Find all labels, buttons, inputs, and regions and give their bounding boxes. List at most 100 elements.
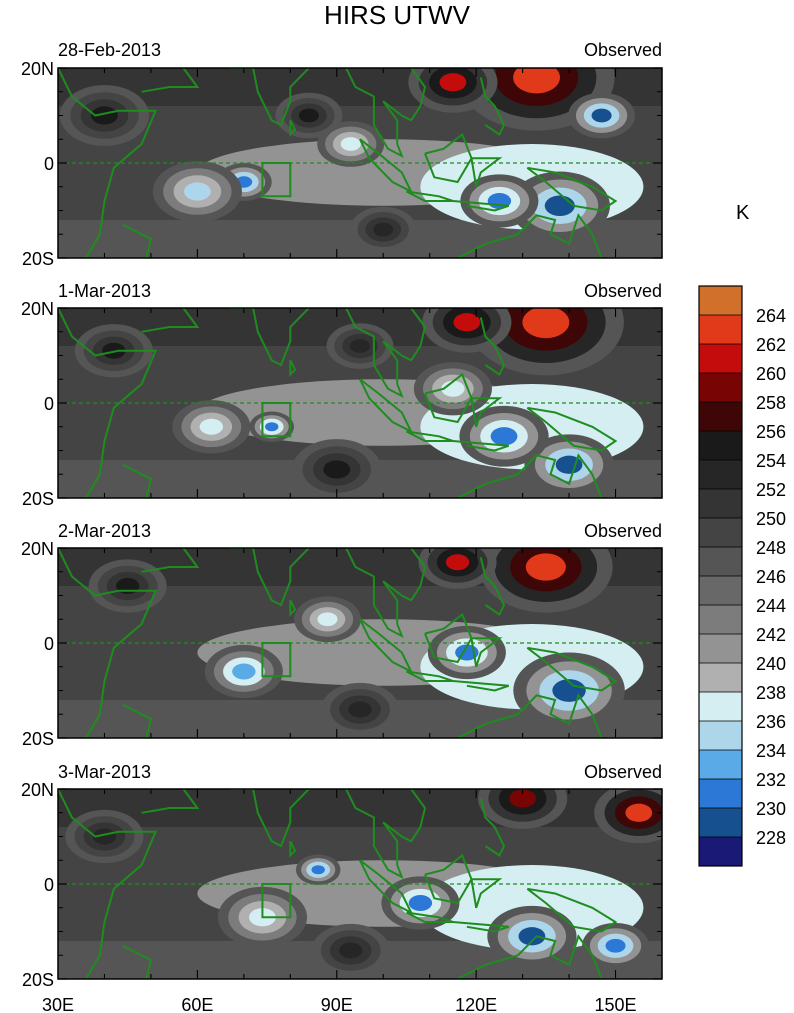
y-tick-label: 0 [44,875,54,895]
panel-2-tag: Observed [583,281,662,301]
coastline [470,637,503,668]
colorbar-swatch [699,692,742,721]
colorbar-swatch [699,547,742,576]
y-tick-label: 0 [44,634,54,654]
contour-ring [518,927,546,946]
colorbar-swatch [699,344,742,373]
coastline [141,548,200,573]
contour-feature [422,308,512,353]
chart-title: HIRS UTWV [324,0,470,30]
colorbar-label: 232 [756,770,786,790]
contour-feature [487,905,577,967]
colorbar-swatch [699,373,742,402]
coastline [452,921,510,933]
contour-ring [323,460,351,479]
panel-3-date: 2-Mar-2013 [58,521,152,541]
coastline [229,789,310,848]
contour-ring [525,553,566,581]
colorbar-label: 234 [756,741,786,761]
colorbar-label: 260 [756,364,786,384]
panel-4-tag: Observed [583,762,662,782]
colorbar-swatch [699,315,742,344]
colorbar-swatch [699,837,742,866]
colorbar-swatch [699,779,742,808]
coastline [122,703,153,738]
x-tick-label: 120E [455,995,497,1013]
panel-4-date: 3-Mar-2013 [58,762,152,782]
colorbar-swatch [699,431,742,460]
colorbar-swatch [699,518,742,547]
coastline [455,453,603,498]
y-tick-label: 20S [22,970,54,990]
coastline [455,213,603,258]
colorbar-label: 254 [756,451,786,471]
contour-feature [152,161,242,222]
colorbar-swatch [699,721,742,750]
coastline [58,548,158,738]
contour-ring [441,380,465,397]
contour-feature [513,652,625,729]
contour-ring [439,73,467,92]
colorbar-swatch [699,750,742,779]
contour-ring [184,182,211,201]
colorbar-label: 240 [756,654,786,674]
contour-feature [326,323,394,369]
contour-ring [338,942,363,959]
contour-feature [408,68,498,113]
coastline [141,68,200,93]
coastline [452,200,510,212]
x-tick-label: 150E [595,995,637,1013]
contour-ring [298,108,319,123]
contour-feature [294,596,361,643]
colorbar-label: 248 [756,538,786,558]
y-tick-label: 20S [22,249,54,269]
contour-ring [544,195,575,217]
contour-feature [509,171,610,240]
study-box [261,402,292,438]
colorbar-label: 252 [756,480,786,500]
contour-ring [317,612,338,627]
contour-feature [172,400,251,454]
coastline [289,119,297,137]
contour-ring [340,137,361,151]
contour-feature [568,92,636,139]
contour-feature [292,439,382,498]
y-tick-label: 20N [21,780,54,800]
panel-1-tag: Observed [583,40,662,60]
contour-ring [445,554,470,571]
coastline [479,798,506,857]
colorbar-swatch [699,402,742,431]
contour-ring [348,701,372,718]
contour-feature [582,922,649,969]
panel-1-map [58,68,662,258]
coastline [58,308,158,498]
y-tick-label: 20N [21,539,54,559]
contour-feature [249,411,295,442]
coastline [479,317,506,376]
colorbar-unit-label: K [736,202,750,224]
colorbar-label: 250 [756,509,786,529]
colorbar-label: 244 [756,596,786,616]
contour-feature [275,92,343,139]
coastline [526,166,618,212]
colorbar-label: 264 [756,306,786,326]
contour-ring [513,68,560,94]
contour-ring [232,663,256,680]
contour-feature [427,625,506,680]
contour-feature [413,362,492,416]
panel-2-date: 1-Mar-2013 [58,281,152,301]
coastline [58,789,158,979]
coastline [229,308,310,367]
colorbar-label: 228 [756,828,786,848]
x-tick-label: 90E [321,995,353,1013]
colorbar-swatch [699,663,742,692]
colorbar-label: 236 [756,712,786,732]
panel-1-date: 28-Feb-2013 [58,40,162,60]
map-north-band [58,789,662,827]
colorbar-label: 256 [756,422,786,442]
coastline [122,223,153,258]
coastline [479,557,506,616]
colorbar-label: 230 [756,799,786,819]
coastline [526,646,618,692]
contour-ring [490,427,518,446]
